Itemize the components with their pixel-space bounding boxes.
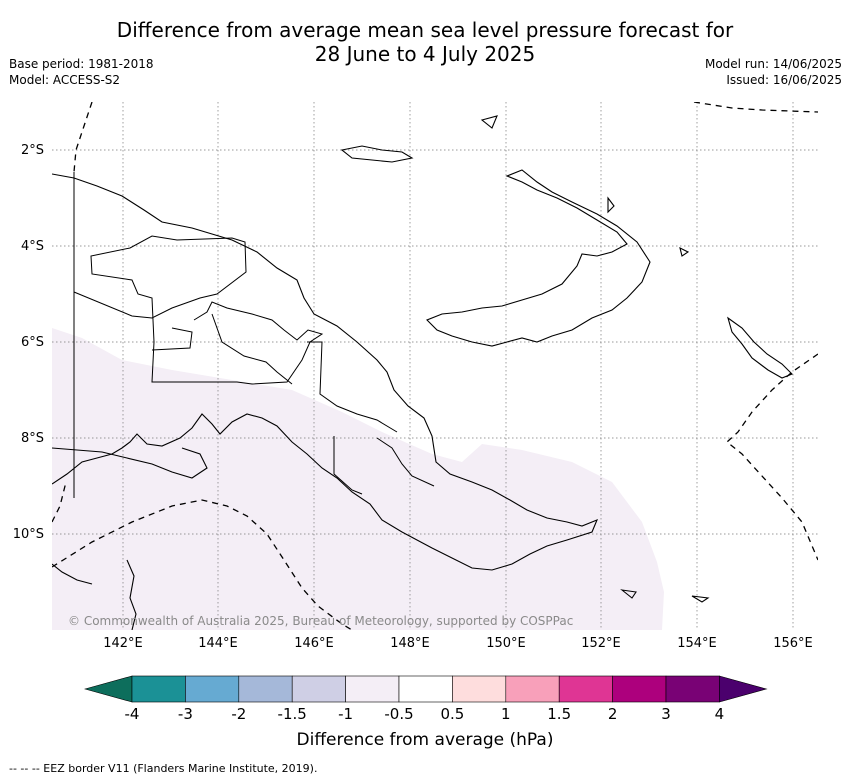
colorbar-tick-label: 3 bbox=[661, 705, 671, 723]
lat-label: 6°S bbox=[20, 335, 44, 350]
australia-coast bbox=[52, 559, 137, 630]
colorbar-tick-label: -2 bbox=[231, 705, 247, 723]
colorbar-tick-label: 1 bbox=[501, 705, 511, 723]
colorbar-segment bbox=[291, 675, 346, 703]
lat-label: 4°S bbox=[20, 239, 44, 254]
lon-label: 148°E bbox=[390, 636, 430, 651]
colorbar-segment bbox=[131, 675, 186, 703]
colorbar-tick-label: -4 bbox=[124, 705, 140, 723]
colorbar-label: Difference from average (hPa) bbox=[296, 730, 554, 750]
colorbar bbox=[84, 675, 768, 703]
colorbar-segment bbox=[185, 675, 240, 703]
gridlines bbox=[52, 102, 818, 630]
lon-label: 156°E bbox=[773, 636, 813, 651]
colorbar-tick-label: 2 bbox=[607, 705, 618, 723]
title-line-2: 28 June to 4 July 2025 bbox=[314, 42, 536, 66]
colorbar-segment bbox=[345, 675, 400, 703]
model-run: Model run: 14/06/2025 bbox=[704, 57, 842, 71]
lon-label: 152°E bbox=[581, 636, 621, 651]
map-panel bbox=[52, 102, 818, 630]
colorbar-segment bbox=[612, 675, 667, 703]
lon-label: 150°E bbox=[486, 636, 526, 651]
model-name: Model: ACCESS-S2 bbox=[9, 73, 121, 87]
colorbar-tick-label: -3 bbox=[177, 705, 193, 723]
colorbar-segment bbox=[452, 675, 507, 703]
colorbar-segment bbox=[238, 675, 293, 703]
shaded-anomaly-area bbox=[52, 328, 664, 630]
coastlines bbox=[52, 115, 793, 630]
south-coast-inlet bbox=[52, 447, 208, 479]
colorbar-tick-label: 0.5 bbox=[440, 705, 465, 723]
colorbar-tick-label: -1.5 bbox=[277, 705, 307, 723]
new-britain-coast bbox=[426, 169, 651, 347]
colorbar-tick-label: -1 bbox=[338, 705, 354, 723]
eez-borders bbox=[52, 102, 818, 630]
title-line-1: Difference from average mean sea level p… bbox=[116, 18, 734, 42]
province-borders bbox=[73, 172, 435, 498]
colorbar-extend-low bbox=[84, 675, 133, 703]
colorbar-extend-high bbox=[719, 675, 768, 703]
colorbar-segment bbox=[398, 675, 453, 703]
lon-label: 142°E bbox=[103, 636, 143, 651]
chart-title: Difference from average mean sea level p… bbox=[0, 18, 850, 66]
lon-label: 144°E bbox=[198, 636, 238, 651]
copyright-notice: © Commonwealth of Australia 2025, Bureau… bbox=[68, 614, 574, 628]
lat-label: 2°S bbox=[20, 143, 44, 158]
new-ireland-coast bbox=[340, 115, 498, 163]
islands-east bbox=[607, 196, 710, 603]
colorbar-tick-label: -0.5 bbox=[384, 705, 414, 723]
lon-label: 146°E bbox=[294, 636, 334, 651]
issued-date: Issued: 16/06/2025 bbox=[726, 73, 842, 87]
colorbar-segment bbox=[505, 675, 560, 703]
colorbar-segment bbox=[558, 675, 613, 703]
new-guinea-coast bbox=[52, 173, 599, 571]
lon-label: 154°E bbox=[677, 636, 717, 651]
meta-left: Base period: 1981-2018 Model: ACCESS-S2 bbox=[9, 56, 154, 88]
eez-legend: -- -- -- EEZ border V11 (Flanders Marine… bbox=[9, 762, 318, 775]
lat-label: 8°S bbox=[20, 431, 44, 446]
colorbar-segment bbox=[665, 675, 720, 703]
base-period: Base period: 1981-2018 bbox=[9, 57, 154, 71]
lat-label: 10°S bbox=[12, 527, 44, 542]
meta-right: Model run: 14/06/2025 Issued: 16/06/2025 bbox=[705, 56, 842, 88]
colorbar-tick-label: 1.5 bbox=[547, 705, 572, 723]
colorbar-tick-label: 4 bbox=[714, 705, 725, 723]
